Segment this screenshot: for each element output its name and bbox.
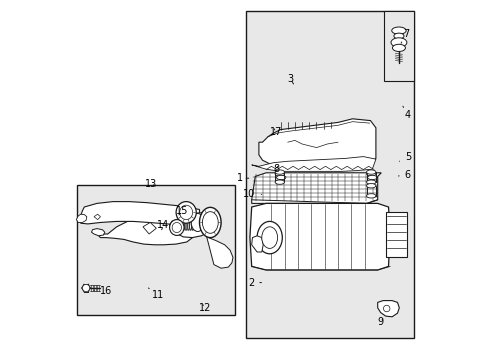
Polygon shape [258,119,375,168]
Polygon shape [91,229,104,236]
Bar [366,186,375,196]
Ellipse shape [176,202,196,223]
Text: 15: 15 [176,206,188,216]
Text: 8: 8 [273,164,279,174]
Ellipse shape [202,212,218,233]
Ellipse shape [366,194,375,198]
Text: 16: 16 [94,285,112,296]
Ellipse shape [257,221,282,254]
Text: 12: 12 [199,303,211,313]
Text: 11: 11 [148,288,164,300]
Ellipse shape [199,207,221,238]
Bar [275,172,284,182]
Polygon shape [251,236,263,252]
Bar [366,172,375,182]
Text: 2: 2 [247,278,261,288]
Polygon shape [251,157,375,171]
Polygon shape [76,214,87,222]
Text: 7: 7 [400,29,408,43]
Polygon shape [80,202,199,225]
Ellipse shape [275,170,284,174]
Ellipse shape [82,284,89,292]
Polygon shape [169,212,215,238]
Text: 1: 1 [237,173,248,183]
Polygon shape [94,214,101,220]
Ellipse shape [366,180,375,184]
Text: 10: 10 [243,189,261,199]
Ellipse shape [392,44,405,51]
Ellipse shape [172,222,181,233]
Text: 6: 6 [398,170,410,180]
Text: 17: 17 [269,127,282,138]
Ellipse shape [390,38,406,47]
Polygon shape [377,301,399,317]
Polygon shape [99,215,194,245]
Text: 9: 9 [377,317,383,327]
Bar [384,11,413,81]
Ellipse shape [179,205,192,220]
Ellipse shape [169,220,183,235]
Text: 14: 14 [157,220,169,230]
Ellipse shape [366,184,375,188]
Bar [385,212,407,257]
Polygon shape [251,173,381,203]
Text: 13: 13 [144,179,157,189]
Ellipse shape [276,175,285,180]
Bar [77,185,235,315]
Bar [246,11,413,338]
Polygon shape [142,222,156,234]
Ellipse shape [393,33,403,39]
Ellipse shape [366,170,375,174]
Text: 5: 5 [399,152,410,162]
Ellipse shape [261,227,277,248]
Ellipse shape [391,27,406,34]
Ellipse shape [366,172,375,176]
Polygon shape [206,237,232,268]
Ellipse shape [275,180,284,184]
Ellipse shape [367,175,376,180]
Text: 4: 4 [402,106,410,120]
Ellipse shape [275,172,284,176]
Text: 3: 3 [287,74,293,84]
Ellipse shape [191,213,204,231]
Ellipse shape [383,305,389,312]
Polygon shape [249,203,389,270]
